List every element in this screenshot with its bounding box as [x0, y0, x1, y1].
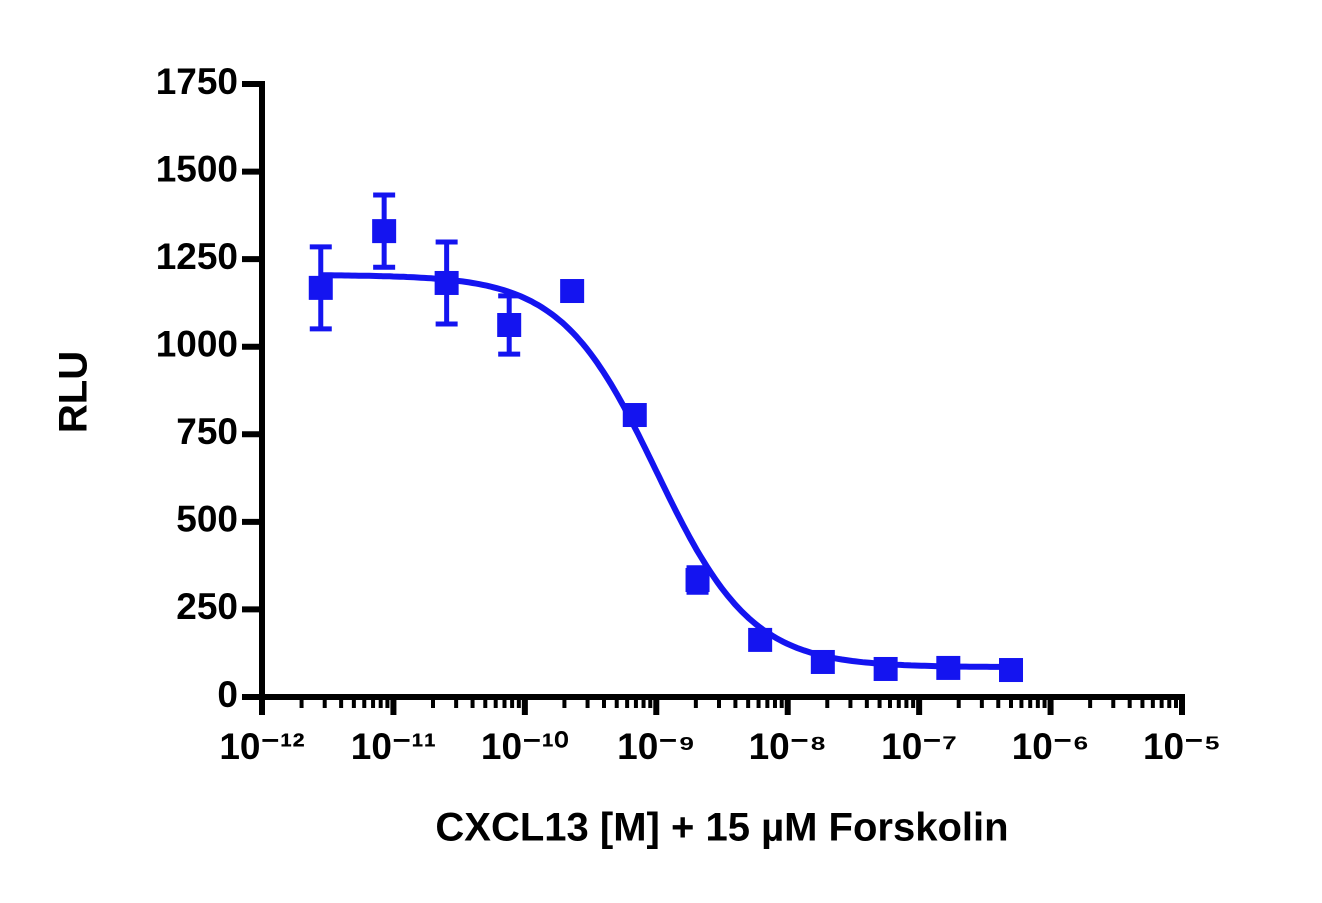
- x-tick-label: 10⁻⁹: [617, 726, 695, 767]
- x-tick-label: 10⁻¹¹: [351, 726, 436, 767]
- data-point: [434, 270, 459, 295]
- fit-curve: [320, 272, 1011, 670]
- data-point: [308, 275, 333, 300]
- data-point: [999, 658, 1024, 683]
- y-tick-label: 250: [176, 586, 238, 627]
- data-point: [936, 655, 961, 680]
- y-tick-label: 1500: [156, 148, 238, 189]
- y-tick-label: 500: [176, 499, 238, 540]
- data-point: [873, 656, 898, 681]
- y-tick-label: 750: [176, 411, 238, 452]
- data-point: [685, 568, 710, 593]
- data-point: [622, 403, 647, 428]
- x-tick-label: 10⁻⁸: [749, 726, 827, 767]
- x-axis-title: CXCL13 [M] + 15 µM Forskolin: [435, 806, 1008, 850]
- y-tick-label: 1000: [156, 323, 238, 364]
- x-tick-label: 10⁻¹⁰: [481, 726, 569, 767]
- y-tick-label: 1750: [156, 61, 238, 102]
- y-axis-title: RLU: [52, 351, 96, 433]
- data-point: [560, 279, 585, 304]
- x-tick-label: 10⁻¹²: [219, 726, 304, 767]
- data-point: [497, 312, 522, 337]
- data-point: [372, 219, 397, 244]
- x-tick-label: 10⁻⁵: [1143, 726, 1221, 767]
- data-point: [748, 627, 773, 652]
- y-tick-label: 0: [217, 674, 238, 715]
- x-tick-label: 10⁻⁶: [1012, 726, 1090, 767]
- x-tick-label: 10⁻⁷: [881, 726, 957, 767]
- y-tick-label: 1250: [156, 236, 238, 277]
- data-point: [810, 649, 835, 674]
